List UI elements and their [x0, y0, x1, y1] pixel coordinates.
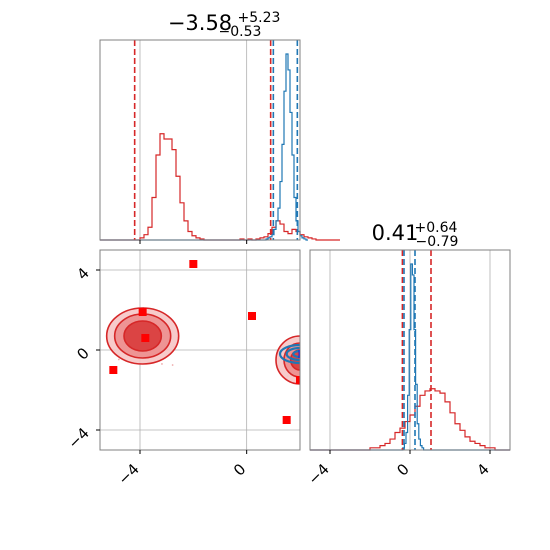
- panel-hist-p0-frame: [99, 39, 301, 241]
- title-p0: −3.58: [168, 11, 232, 35]
- scatter-dot: [306, 338, 308, 340]
- panel-hist-p0-grid: [139, 40, 248, 240]
- panel-hist-p0-background: [100, 40, 300, 240]
- title-p1: 0.41: [372, 221, 419, 245]
- tick-p1h-1-label: 0: [393, 460, 412, 479]
- title-p0-main: −3.58: [168, 11, 232, 35]
- red-marker-5: [109, 366, 118, 374]
- tick-2d-y-2-label: 4: [73, 264, 92, 283]
- contour-series-b-0-level-0: [278, 343, 300, 365]
- red-marker-3: [248, 312, 256, 320]
- red-marker-7: [282, 416, 291, 424]
- scatter-dot: [301, 350, 303, 352]
- red-marker-0: [189, 260, 198, 268]
- scatter-dot: [303, 355, 305, 357]
- scatter-dot: [171, 364, 174, 366]
- scatter-dot: [301, 356, 303, 358]
- panel-hist-p1: 0.41 +0.64 −0.79: [309, 220, 511, 451]
- scatter-dot: [117, 358, 120, 361]
- title-p1-sub: −0.79: [416, 234, 459, 250]
- scatter-dot: [307, 361, 309, 363]
- scatter-dot: [303, 340, 305, 342]
- contour-series-b-0-level-2: [292, 349, 300, 359]
- blue-marker-0: [298, 350, 300, 358]
- tick-p1h-2-label: 4: [473, 460, 492, 479]
- panel-hist-p0-quantile-lines: [133, 40, 299, 240]
- title-p0-sup: +5.23: [238, 10, 281, 26]
- red-marker-2: [138, 308, 147, 316]
- scatter-dot: [161, 363, 163, 365]
- tick-2d-x-1-label: 0: [230, 460, 249, 479]
- panel-hist-p0: −3.58 +5.23 −0.53: [99, 10, 340, 241]
- tick-2d-y-0-label: −4: [64, 424, 92, 452]
- panel-hist-p1-quantile-lines: [401, 250, 432, 450]
- scatter-dot: [304, 360, 306, 362]
- panel-2d-markers: [109, 260, 300, 424]
- scatter-dot: [302, 360, 304, 362]
- tick-p1h-0-label: −4: [304, 460, 332, 488]
- tick-2d-x-0-label: −4: [114, 460, 142, 488]
- scatter-dot: [302, 342, 304, 344]
- title-p1-main: 0.41: [372, 221, 419, 245]
- title-p1-sup: +0.64: [415, 220, 458, 236]
- title-p0-sub: −0.53: [219, 24, 262, 40]
- panel-2d-p0-p1: [99, 249, 309, 451]
- scatter-dot: [305, 349, 307, 351]
- scatter-dot: [302, 345, 304, 347]
- red-marker-4: [141, 334, 150, 342]
- red-marker-6: [296, 376, 300, 384]
- tick-2d-y-1-label: 0: [73, 344, 92, 363]
